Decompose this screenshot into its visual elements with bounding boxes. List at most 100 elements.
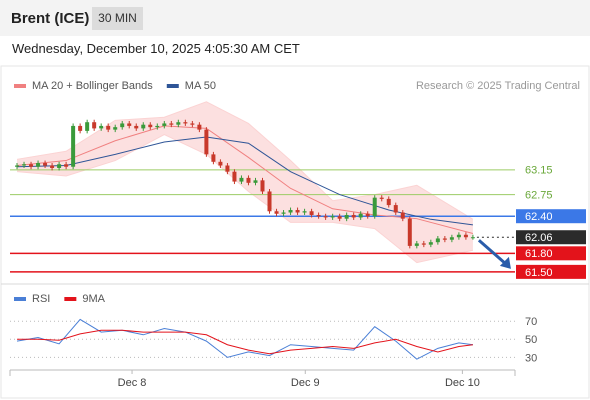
candle-body: [463, 234, 468, 238]
candle-body: [393, 205, 398, 213]
legend-label: MA 50: [185, 80, 216, 92]
level-label-box: [516, 230, 586, 245]
candle-body: [99, 125, 104, 129]
credit: Research © 2025 Trading Central: [416, 80, 580, 92]
legend-swatch: [64, 297, 77, 301]
y-tick-label: 70: [525, 316, 537, 328]
candle-body: [470, 237, 475, 239]
y-tick-label: 30: [525, 352, 537, 364]
candle-body: [337, 216, 342, 219]
legend-swatch: [14, 297, 26, 301]
candle-body: [274, 211, 279, 214]
chart-frame: [0, 65, 590, 399]
instrument-title: Brent (ICE): [11, 10, 90, 27]
candle-body: [435, 238, 440, 243]
candle-body: [155, 125, 160, 128]
candle-body: [183, 122, 188, 124]
candle-body: [113, 127, 118, 130]
candle-body: [106, 125, 111, 130]
candle-body: [442, 238, 447, 240]
ma-line: [16, 125, 474, 235]
candle-body: [211, 154, 216, 162]
candle-body: [197, 124, 202, 130]
candle-body: [232, 171, 237, 182]
forecast-arrow: [477, 239, 508, 266]
candle-body: [428, 242, 433, 245]
candle-body: [253, 180, 258, 183]
candle-body: [400, 212, 405, 219]
level-label: 61.80: [525, 248, 553, 260]
candle-body: [407, 218, 412, 246]
candle-body: [372, 197, 377, 217]
candle-body: [71, 125, 76, 167]
candle-body: [239, 177, 244, 182]
level-label: 62.40: [525, 211, 553, 223]
legend-swatch: [14, 84, 26, 88]
candle-body: [365, 213, 370, 217]
y-tick-label: 50: [525, 334, 537, 346]
candle-body: [29, 164, 34, 167]
candle-body: [64, 164, 69, 167]
level-label: 62.75: [525, 189, 553, 201]
candle-body: [169, 123, 174, 125]
candle-body: [309, 211, 314, 215]
timestamp: Wednesday, December 10, 2025 4:05:30 AM …: [12, 41, 300, 56]
candle-body: [323, 216, 328, 218]
candle-body: [316, 214, 321, 217]
header-bar: Brent (ICE) 30 MIN: [0, 0, 590, 36]
candle-body: [127, 123, 132, 126]
candle-body: [456, 234, 461, 238]
level-label-box: [516, 209, 586, 224]
interval-badge[interactable]: 30 MIN: [92, 7, 143, 30]
candle-body: [92, 122, 97, 129]
candle-body: [246, 177, 251, 183]
candle-body: [281, 212, 286, 214]
legend-label: RSI: [32, 293, 50, 305]
candle-body: [302, 211, 307, 213]
forecast-arrow-head: [499, 256, 511, 269]
candle-body: [225, 165, 230, 172]
candle-body: [85, 122, 90, 131]
x-tick-label: Dec 9: [291, 377, 320, 389]
bollinger-fill: [17, 101, 473, 263]
candle-body: [57, 164, 62, 168]
candle-body: [204, 129, 209, 155]
candle-body: [78, 125, 83, 131]
candle-body: [162, 123, 167, 126]
rsi-line: [16, 318, 473, 360]
candle-body: [344, 214, 349, 219]
candle-body: [386, 198, 391, 206]
legend-label: MA 20 + Bollinger Bands: [32, 80, 153, 92]
candle-body: [288, 210, 293, 213]
x-tick-label: Dec 10: [445, 377, 480, 389]
candle-body: [50, 165, 55, 168]
bollinger-lower: [16, 134, 474, 264]
level-label: 62.06: [525, 232, 553, 244]
candle-body: [22, 164, 27, 166]
candle-body: [218, 161, 223, 166]
candle-body: [267, 191, 272, 212]
candle-body: [148, 124, 153, 128]
bollinger-upper: [16, 101, 474, 220]
x-tick-label: Dec 8: [118, 377, 147, 389]
level-label: 61.50: [525, 267, 553, 279]
rsi-line: [17, 329, 473, 355]
candle-body: [358, 213, 363, 218]
candle-body: [43, 163, 48, 166]
candle-body: [421, 243, 426, 245]
level-label-box: [516, 264, 586, 279]
candle-body: [190, 123, 195, 125]
candle-body: [351, 214, 356, 218]
candle-body: [36, 163, 41, 167]
candle-body: [449, 237, 454, 240]
level-label-box: [516, 246, 586, 261]
candle-body: [134, 125, 139, 129]
candle-body: [120, 123, 125, 128]
legend-swatch: [166, 84, 179, 88]
candle-body: [295, 210, 300, 213]
candle-body: [414, 243, 419, 246]
candle-body: [15, 165, 20, 167]
candle-body: [176, 122, 181, 125]
